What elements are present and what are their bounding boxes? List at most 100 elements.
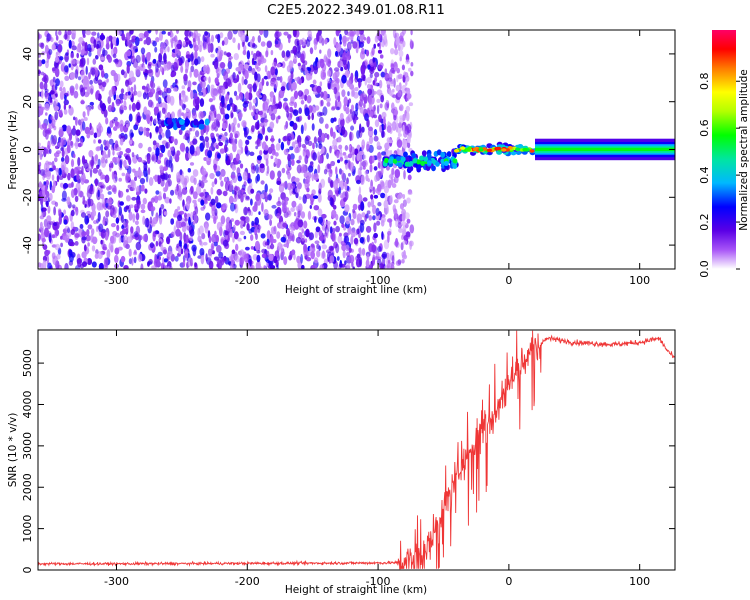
noise-speckle xyxy=(271,204,277,209)
noise-speckle xyxy=(230,262,234,269)
noise-speckle xyxy=(392,94,397,99)
noise-speckle xyxy=(174,138,178,146)
noise-speckle xyxy=(232,197,238,203)
noise-speckle xyxy=(288,80,292,91)
noise-speckle xyxy=(310,250,316,260)
noise-speckle xyxy=(350,218,355,226)
noise-speckle xyxy=(256,254,261,263)
noise-speckle xyxy=(147,146,152,153)
noise-speckle xyxy=(366,253,370,261)
noise-speckle xyxy=(79,223,84,230)
noise-speckle xyxy=(135,54,141,64)
noise-speckle xyxy=(237,123,241,128)
noise-speckle xyxy=(80,87,86,97)
noise-speckle xyxy=(194,58,199,66)
noise-speckle xyxy=(176,183,179,192)
noise-speckle xyxy=(225,119,228,129)
noise-speckle xyxy=(333,67,340,72)
noise-speckle xyxy=(232,224,236,232)
noise-speckle xyxy=(288,254,292,261)
noise-speckle xyxy=(121,172,126,177)
noise-speckle xyxy=(341,35,348,44)
noise-speckle xyxy=(380,192,386,199)
noise-speckle xyxy=(350,125,355,131)
noise-speckle xyxy=(202,139,206,149)
spectrogram-x-ticks: -300 -200 -100 0 100 xyxy=(104,30,650,287)
noise-speckle xyxy=(208,76,211,84)
noise-speckle xyxy=(97,48,101,57)
noise-speckle xyxy=(170,231,175,238)
noise-speckle xyxy=(254,217,259,226)
noise-speckle xyxy=(395,36,400,46)
noise-speckle xyxy=(95,146,101,152)
noise-speckle xyxy=(58,40,64,45)
noise-speckle xyxy=(362,74,366,82)
noise-speckle xyxy=(316,60,321,69)
signal-blob xyxy=(412,158,418,164)
noise-speckle xyxy=(374,174,379,183)
noise-speckle xyxy=(270,135,275,143)
noise-speckle xyxy=(381,111,387,119)
noise-speckle xyxy=(296,164,302,174)
noise-speckle xyxy=(73,116,76,121)
noise-speckle xyxy=(112,156,117,163)
noise-speckle xyxy=(144,73,148,81)
noise-speckle xyxy=(158,52,163,63)
noise-speckle xyxy=(352,266,355,269)
noise-speckle xyxy=(398,122,402,129)
y-tick-label: 20 xyxy=(21,95,34,109)
noise-speckle xyxy=(38,233,41,242)
noise-speckle xyxy=(94,178,98,187)
noise-speckle xyxy=(360,68,365,76)
noise-speckle xyxy=(122,235,129,244)
noise-speckle xyxy=(81,230,87,237)
noise-speckle xyxy=(105,217,109,226)
noise-speckle xyxy=(266,40,273,48)
noise-speckle xyxy=(197,40,203,48)
noise-speckle xyxy=(129,204,134,209)
noise-speckle xyxy=(348,254,355,264)
noise-speckle xyxy=(140,47,146,55)
noise-speckle xyxy=(262,58,267,64)
noise-speckle xyxy=(239,230,245,236)
noise-speckle xyxy=(116,37,120,46)
noise-speckle xyxy=(410,62,414,67)
noise-speckle xyxy=(225,222,231,232)
noise-speckle xyxy=(125,195,131,202)
noise-speckle xyxy=(76,52,79,59)
noise-speckle xyxy=(318,182,322,192)
noise-speckle xyxy=(245,139,250,145)
noise-speckle xyxy=(120,88,125,94)
noise-speckle xyxy=(287,75,292,84)
signal-blob xyxy=(427,160,432,166)
noise-speckle xyxy=(300,53,305,63)
noise-speckle xyxy=(111,184,117,191)
noise-speckle xyxy=(219,148,225,154)
noise-speckle xyxy=(361,212,366,218)
noise-speckle xyxy=(384,142,390,151)
noise-speckle xyxy=(147,99,153,108)
noise-speckle xyxy=(147,167,151,176)
noise-speckle xyxy=(106,36,110,46)
noise-speckle xyxy=(373,43,377,49)
noise-speckle xyxy=(146,155,151,165)
noise-speckle xyxy=(251,220,255,227)
noise-speckle xyxy=(67,172,71,181)
noise-speckle xyxy=(307,67,312,71)
noise-speckle xyxy=(131,152,135,158)
noise-speckle xyxy=(115,217,120,224)
noise-speckle xyxy=(305,228,310,238)
noise-speckle xyxy=(281,167,286,174)
noise-speckle xyxy=(194,50,198,60)
noise-speckle xyxy=(126,123,129,128)
noise-speckle xyxy=(365,225,372,233)
noise-speckle xyxy=(103,257,109,268)
colorbar-tick-label: 0.2 xyxy=(698,213,711,231)
noise-speckle xyxy=(189,127,193,132)
noise-speckle xyxy=(207,43,211,54)
noise-speckle xyxy=(322,90,328,100)
noise-speckle xyxy=(237,111,243,119)
noise-speckle xyxy=(130,180,133,187)
signal-blob xyxy=(396,156,401,162)
noise-speckle xyxy=(395,84,400,92)
